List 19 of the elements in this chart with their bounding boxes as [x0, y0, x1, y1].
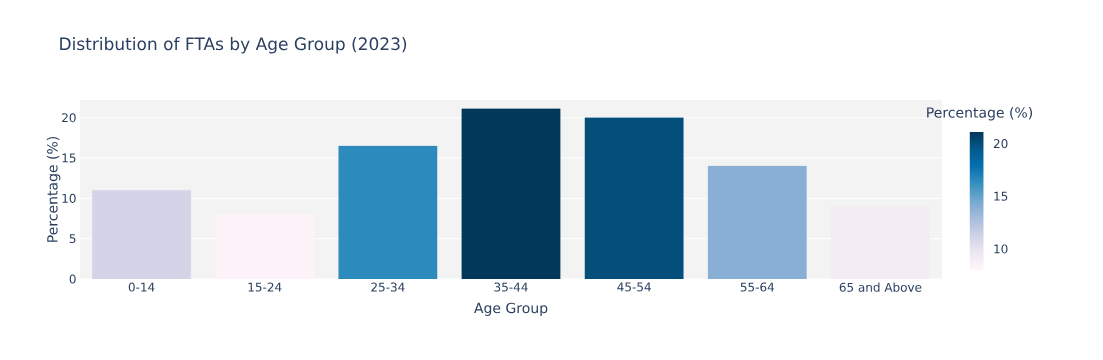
x-tick-label: 35-44: [494, 282, 528, 292]
color-bar-label: 15: [994, 191, 1008, 201]
x-tick-label: 15-24: [248, 282, 282, 292]
x-tick-label: 55-64: [740, 282, 775, 292]
y-axis-title: Percentage (%): [46, 136, 61, 242]
color-bar-title: Percentage (%): [927, 106, 1033, 121]
x-tick-label: 0-14: [128, 282, 155, 292]
x-tick-label: 25-34: [371, 282, 405, 292]
x-tick-label: 65 and Above: [839, 282, 922, 292]
y-tick-label: 5: [69, 234, 76, 244]
y-tick-label: 0: [69, 274, 76, 284]
y-tick-label: 10: [62, 193, 76, 203]
y-tick-label: 20: [62, 113, 76, 123]
x-tick-label: 45-54: [617, 282, 651, 292]
color-bar-label: 10: [994, 244, 1008, 254]
y-tick-label: 15: [62, 153, 76, 163]
chart-title: Distribution of FTAs by Age Group (2023): [60, 37, 407, 54]
color-bar-label: 20: [993, 139, 1008, 149]
x-axis-title: Age Group: [474, 302, 548, 316]
